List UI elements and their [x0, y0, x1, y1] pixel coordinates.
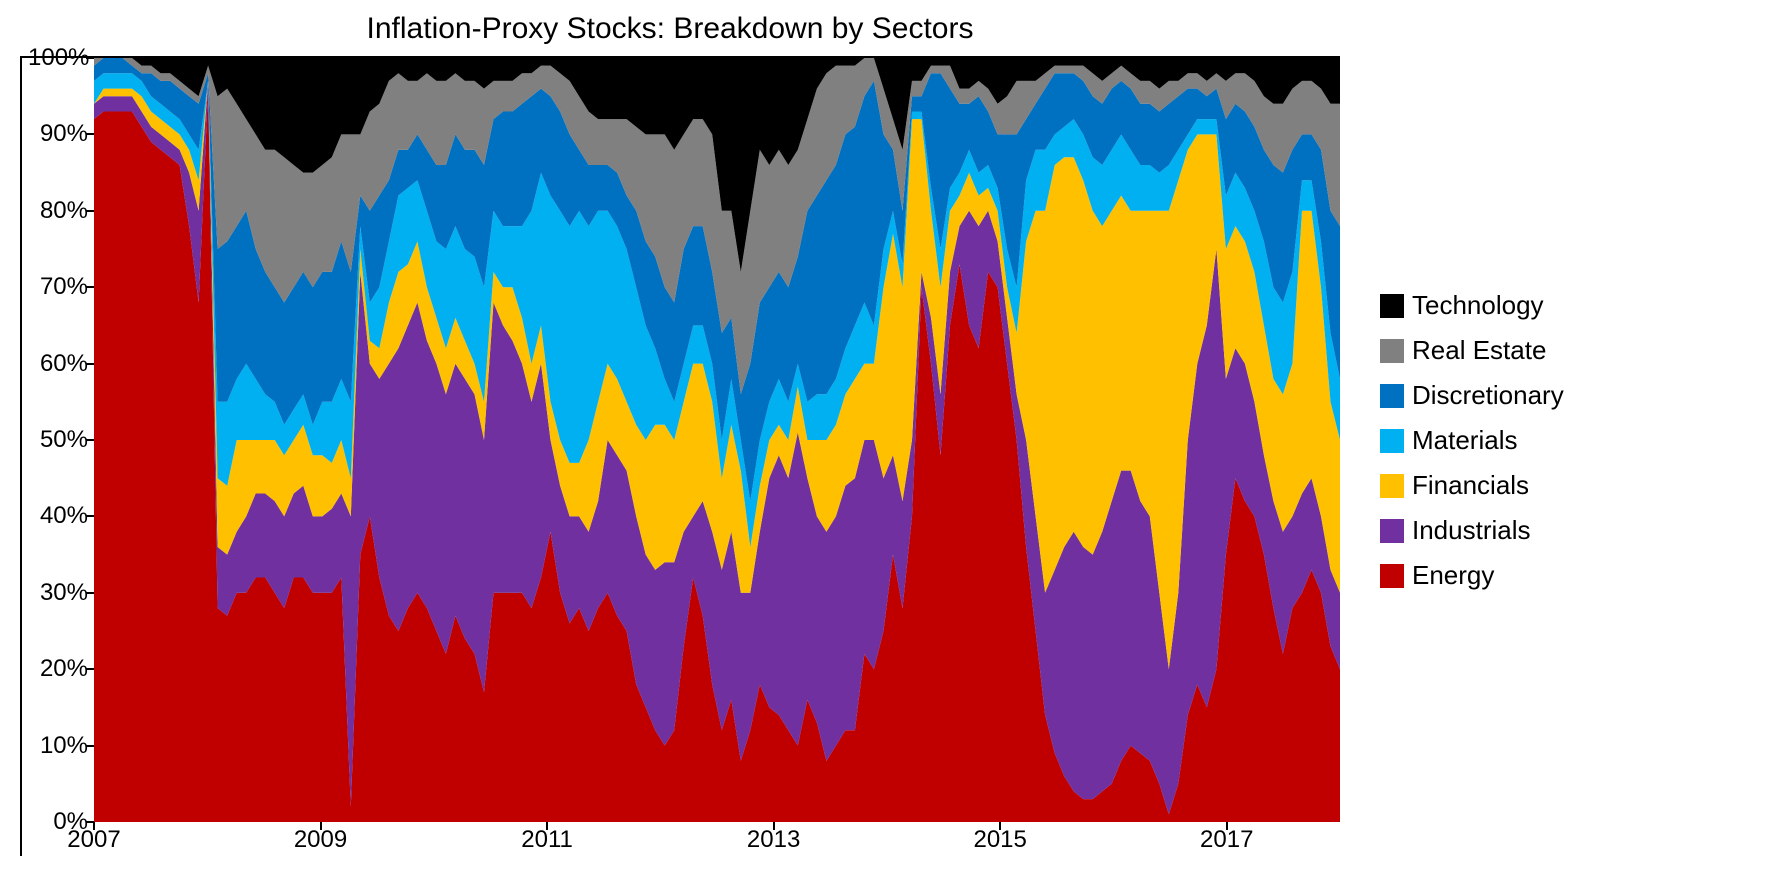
legend-swatch — [1380, 519, 1404, 543]
y-tick-label: 30% — [28, 579, 88, 607]
legend-label: Energy — [1412, 560, 1494, 591]
y-tick-label: 90% — [28, 120, 88, 148]
y-tick-label: 60% — [28, 350, 88, 378]
legend-swatch — [1380, 294, 1404, 318]
y-tick-label: 70% — [28, 273, 88, 301]
legend-item-technology: Technology — [1380, 290, 1564, 321]
legend-item-real_estate: Real Estate — [1380, 335, 1564, 366]
legend-label: Discretionary — [1412, 380, 1564, 411]
legend-label: Real Estate — [1412, 335, 1546, 366]
x-tick-label: 2015 — [973, 826, 1026, 854]
plot-area-border: 0%10%20%30%40%50%60%70%80%90%100% 200720… — [20, 56, 1340, 856]
x-tick-label: 2011 — [521, 826, 573, 854]
stacked-area-svg — [94, 58, 1340, 822]
y-tick-label: 40% — [28, 502, 88, 530]
legend-item-financials: Financials — [1380, 470, 1564, 501]
legend-item-energy: Energy — [1380, 560, 1564, 591]
y-tick-label: 50% — [28, 426, 88, 454]
legend-swatch — [1380, 474, 1404, 498]
y-tick-label: 10% — [28, 732, 88, 760]
legend-label: Materials — [1412, 425, 1517, 456]
x-tick-label: 2009 — [294, 826, 347, 854]
legend-item-discretionary: Discretionary — [1380, 380, 1564, 411]
legend-label: Technology — [1412, 290, 1544, 321]
plot-area — [94, 58, 1340, 822]
legend-swatch — [1380, 384, 1404, 408]
y-tick-label: 100% — [28, 44, 88, 72]
chart-container: Inflation-Proxy Stocks: Breakdown by Sec… — [0, 0, 1772, 886]
legend-label: Industrials — [1412, 515, 1531, 546]
legend-swatch — [1380, 429, 1404, 453]
legend-item-industrials: Industrials — [1380, 515, 1564, 546]
legend-swatch — [1380, 339, 1404, 363]
chart-title: Inflation-Proxy Stocks: Breakdown by Sec… — [0, 12, 1340, 46]
legend-swatch — [1380, 564, 1404, 588]
legend-item-materials: Materials — [1380, 425, 1564, 456]
y-tick-label: 20% — [28, 655, 88, 683]
legend-label: Financials — [1412, 470, 1529, 501]
y-tick-label: 80% — [28, 197, 88, 225]
x-tick-label: 2007 — [67, 826, 120, 854]
legend: Technology Real Estate Discretionary Materi… — [1380, 290, 1564, 605]
x-tick-label: 2013 — [747, 826, 800, 854]
x-tick-label: 2017 — [1200, 826, 1253, 854]
